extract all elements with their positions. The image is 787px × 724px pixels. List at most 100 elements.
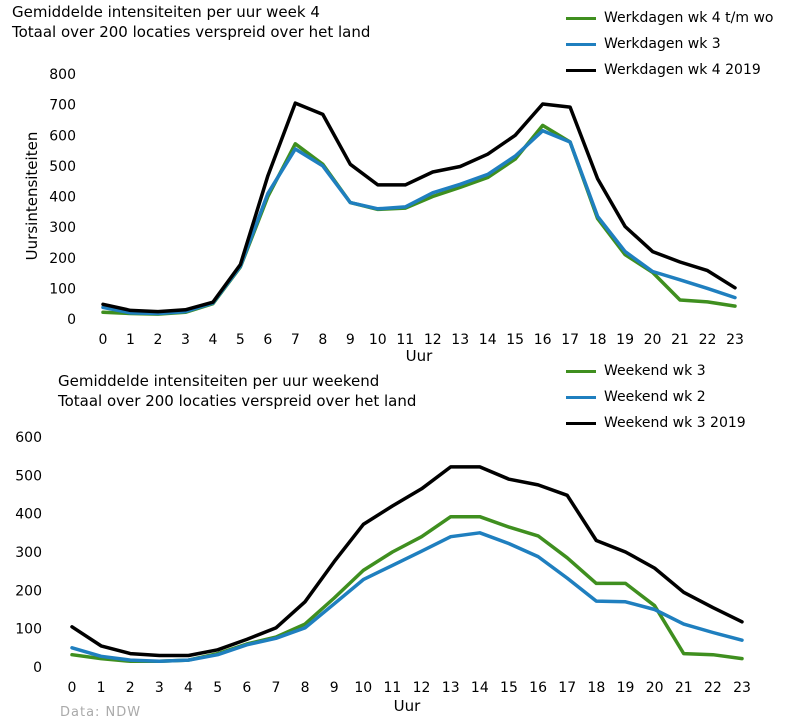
y-tick-label: 200 (49, 251, 76, 267)
legend-item: Werkdagen wk 3 (566, 31, 773, 57)
y-tick-label: 500 (15, 468, 42, 484)
x-tick-label: 6 (263, 332, 272, 348)
x-axis-title: Uur (406, 347, 433, 365)
legend-label: Werkdagen wk 3 (604, 36, 721, 52)
legend-item: Weekend wk 2 (566, 384, 746, 410)
legend-item: Werkdagen wk 4 t/m wo (566, 5, 773, 31)
legend-swatch (566, 395, 596, 399)
x-tick-label: 11 (396, 332, 414, 348)
x-axis-title: Uur (394, 697, 421, 715)
x-tick-label: 23 (726, 332, 744, 348)
x-tick-label: 3 (155, 680, 164, 696)
x-tick-label: 1 (97, 680, 106, 696)
legend-swatch (566, 369, 596, 373)
legend-label: Weekend wk 2 (604, 389, 706, 405)
x-tick-label: 9 (346, 332, 355, 348)
x-tick-label: 7 (271, 680, 280, 696)
x-tick-label: 5 (213, 680, 222, 696)
x-tick-label: 12 (424, 332, 442, 348)
x-tick-label: 10 (354, 680, 372, 696)
x-tick-label: 8 (318, 332, 327, 348)
series-line-3 (101, 101, 737, 314)
x-tick-label: 6 (242, 680, 251, 696)
y-axis-title: Uursintensiteiten (23, 132, 41, 261)
y-tick-label: 0 (33, 660, 42, 676)
x-tick-label: 13 (442, 680, 460, 696)
x-tick-label: 12 (413, 680, 431, 696)
x-tick-label: 13 (451, 332, 469, 348)
data-source: Data: NDW (60, 705, 142, 720)
y-tick-label: 200 (15, 583, 42, 599)
y-tick-label: 100 (15, 622, 42, 638)
x-tick-label: 22 (704, 680, 722, 696)
x-tick-label: 16 (534, 332, 552, 348)
y-tick-label: 400 (15, 507, 42, 523)
x-tick-label: 22 (699, 332, 717, 348)
x-tick-label: 20 (646, 680, 664, 696)
x-tick-label: 16 (529, 680, 547, 696)
legend-label: Weekend wk 3 2019 (604, 415, 746, 431)
x-tick-label: 15 (500, 680, 518, 696)
chart2-title: Gemiddelde intensiteiten per uur weekend (58, 372, 380, 390)
y-tick-label: 800 (49, 67, 76, 83)
series-line-1 (101, 123, 737, 316)
legend-label: Weekend wk 3 (604, 363, 706, 379)
y-tick-label: 100 (49, 281, 76, 297)
chart2-title-block: Gemiddelde intensiteiten per uur weekend… (58, 371, 416, 411)
x-tick-label: 1 (126, 332, 135, 348)
x-tick-label: 18 (587, 680, 605, 696)
chart1-subtitle: Totaal over 200 locaties verspreid over … (12, 23, 371, 41)
x-tick-label: 10 (369, 332, 387, 348)
series-line-2 (70, 531, 744, 664)
x-tick-label: 9 (330, 680, 339, 696)
y-tick-label: 500 (49, 159, 76, 175)
legend-swatch (566, 421, 596, 425)
legend-item: Weekend wk 3 (566, 358, 746, 384)
y-tick-label: 0 (67, 312, 76, 328)
legend-swatch (566, 42, 596, 46)
x-tick-label: 18 (589, 332, 607, 348)
chart2-legend: Weekend wk 3 Weekend wk 2 Weekend wk 3 201… (566, 358, 746, 436)
x-tick-label: 8 (301, 680, 310, 696)
legend-label: Werkdagen wk 4 2019 (604, 62, 761, 78)
legend-label: Werkdagen wk 4 t/m wo (604, 10, 774, 26)
x-tick-label: 21 (675, 680, 693, 696)
series-line-3 (70, 465, 744, 658)
chart1-title-block: Gemiddelde intensiteiten per uur week 4 … (12, 2, 370, 42)
x-tick-label: 20 (644, 332, 662, 348)
x-tick-label: 19 (617, 680, 635, 696)
x-tick-label: 17 (561, 332, 579, 348)
y-tick-label: 600 (15, 430, 42, 446)
x-tick-label: 15 (506, 332, 524, 348)
x-tick-label: 5 (236, 332, 245, 348)
legend-swatch (566, 68, 596, 72)
x-tick-label: 2 (126, 680, 135, 696)
x-tick-label: 23 (733, 680, 751, 696)
x-tick-label: 14 (471, 680, 489, 696)
legend-item: Werkdagen wk 4 2019 (566, 57, 773, 83)
series-line-1 (70, 514, 744, 664)
y-tick-label: 300 (15, 545, 42, 561)
x-tick-label: 0 (68, 680, 77, 696)
x-tick-label: 4 (184, 680, 193, 696)
x-tick-label: 14 (479, 332, 497, 348)
x-tick-label: 3 (181, 332, 190, 348)
x-tick-label: 11 (384, 680, 402, 696)
y-tick-label: 600 (49, 128, 76, 144)
x-tick-label: 21 (671, 332, 689, 348)
chart1-legend: Werkdagen wk 4 t/m wo Werkdagen wk 3 Werkd… (566, 5, 773, 83)
x-tick-label: 2 (153, 332, 162, 348)
x-tick-label: 19 (616, 332, 634, 348)
chart1-title: Gemiddelde intensiteiten per uur week 4 (12, 3, 320, 21)
y-tick-label: 700 (49, 98, 76, 114)
series-line-2 (101, 128, 737, 316)
x-tick-label: 0 (99, 332, 108, 348)
legend-item: Weekend wk 3 2019 (566, 410, 746, 436)
y-tick-label: 400 (49, 190, 76, 206)
legend-swatch (566, 16, 596, 20)
x-tick-label: 7 (291, 332, 300, 348)
chart2-subtitle: Totaal over 200 locaties verspreid over … (58, 392, 417, 410)
x-tick-label: 17 (558, 680, 576, 696)
y-tick-label: 300 (49, 220, 76, 236)
